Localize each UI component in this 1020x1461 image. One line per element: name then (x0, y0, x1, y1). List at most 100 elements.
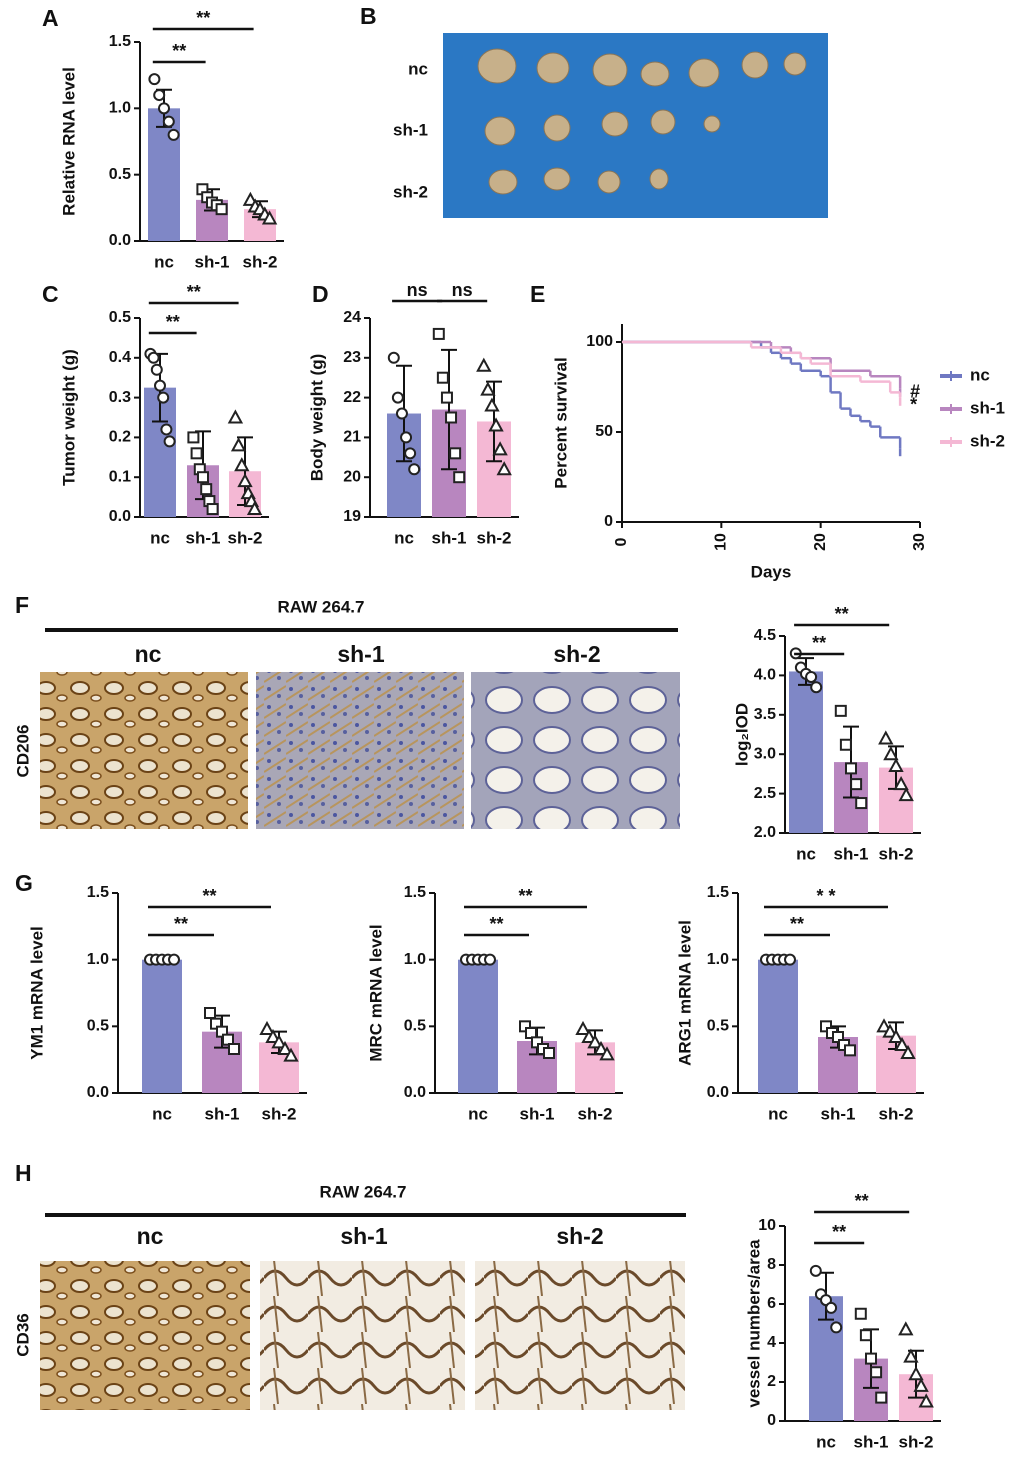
point (436, 371, 449, 384)
point (261, 210, 278, 225)
y-tick-label: 1.0 (707, 951, 729, 968)
x-tick-label: 20 (812, 533, 829, 551)
point (187, 431, 200, 444)
point (237, 473, 253, 488)
point (153, 89, 166, 102)
significance-label: ** (518, 886, 532, 906)
point (484, 953, 496, 966)
y-axis-label: MRC mRNA level (366, 924, 385, 1061)
y-tick-label: 0.5 (109, 166, 131, 183)
significance-label: ** (855, 1191, 869, 1211)
x-tick-label: sh-1 (520, 1104, 555, 1123)
point (404, 447, 417, 460)
x-tick-label: nc (796, 844, 816, 863)
y-tick-label: 4.5 (754, 627, 776, 644)
point (900, 1044, 916, 1059)
point (854, 1307, 867, 1320)
x-tick-label: sh-2 (228, 528, 263, 547)
point (148, 73, 161, 86)
point (894, 1036, 910, 1051)
y-axis-label: vessel numbers/area (744, 1239, 763, 1408)
point (839, 738, 852, 751)
point (204, 1007, 216, 1019)
point (408, 463, 421, 476)
y-tick-label: 19 (343, 508, 361, 525)
y-tick-label: 3.5 (754, 706, 776, 723)
significance-label: ** (489, 914, 503, 934)
x-tick-label: sh-2 (477, 528, 512, 547)
point (918, 1393, 934, 1408)
point (913, 1377, 929, 1392)
y-tick-label: 0.2 (109, 429, 131, 446)
point (809, 1264, 822, 1277)
micrograph (475, 1261, 685, 1410)
y-tick-label: 2.5 (754, 785, 776, 802)
point (259, 1020, 275, 1035)
point (228, 1043, 240, 1055)
y-tick-label: 0.0 (109, 232, 131, 249)
y-tick-label: 4 (767, 1334, 776, 1351)
image-title: RAW 264.7 (320, 1182, 407, 1201)
point (230, 437, 247, 452)
y-tick-label: 0.0 (404, 1084, 426, 1101)
point (158, 102, 170, 115)
y-tick-label: 6 (767, 1295, 776, 1312)
point (283, 1047, 299, 1062)
micrograph (256, 672, 464, 829)
x-tick-label: 10 (713, 533, 730, 551)
y-tick-label: 2 (767, 1373, 776, 1390)
tumors (477, 48, 807, 195)
point (492, 441, 508, 456)
point (197, 471, 209, 484)
panel-label: C (42, 281, 59, 307)
y-axis-label: Body weight (g) (307, 354, 326, 481)
row-label: sh-1 (393, 120, 428, 139)
column-label: sh-2 (553, 641, 600, 667)
legend-label: sh-1 (970, 398, 1005, 417)
point (387, 351, 400, 364)
point (484, 397, 500, 412)
y-tick-label: 1.0 (404, 951, 426, 968)
point (234, 457, 250, 472)
y-tick-label: 1.5 (404, 884, 426, 901)
y-tick-label: 0.5 (87, 1018, 109, 1035)
x-axis-label: Days (751, 562, 792, 581)
point (190, 447, 203, 460)
bar (458, 959, 498, 1093)
point (883, 746, 899, 761)
point (834, 704, 847, 717)
y-tick-label: 1.0 (87, 951, 109, 968)
error-bar (441, 348, 457, 471)
x-tick-label: 30 (911, 533, 928, 551)
point (200, 483, 213, 496)
x-tick-label: nc (152, 1104, 172, 1123)
y-axis-label: YM1 mRNA level (27, 926, 46, 1060)
point (480, 381, 496, 396)
x-tick-label: nc (394, 528, 414, 547)
significance-label: ** (187, 282, 201, 302)
x-tick-label: nc (468, 1104, 488, 1123)
point (206, 503, 219, 516)
point (162, 115, 175, 128)
panel-label: G (15, 870, 33, 896)
x-tick-label: sh-1 (854, 1432, 889, 1451)
x-tick-label: sh-2 (262, 1104, 297, 1123)
point (845, 762, 857, 775)
point (859, 1329, 872, 1342)
point (888, 757, 904, 773)
bar (789, 671, 823, 833)
point (395, 407, 408, 420)
point (157, 391, 170, 404)
significance-label: # (910, 382, 920, 402)
y-axis-label: Percent survival (551, 357, 570, 488)
significance-label: ** (835, 604, 849, 624)
point (445, 411, 458, 424)
point (432, 327, 445, 340)
bar (148, 108, 180, 241)
point (400, 431, 413, 444)
panel-label: D (312, 281, 329, 307)
y-tick-label: 0.0 (707, 1084, 729, 1101)
y-axis-label: log₂IOD (732, 703, 751, 766)
point (449, 447, 462, 460)
